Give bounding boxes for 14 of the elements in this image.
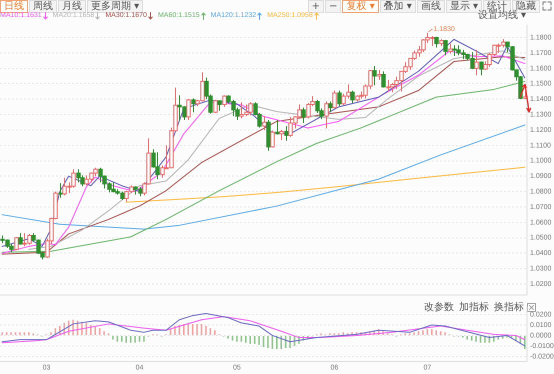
annotation: 换指标 — [493, 302, 525, 313]
text: 画线 — [416, 0, 445, 13]
annotation: 改参数 — [423, 302, 455, 313]
text: 叠加 ▾ — [380, 0, 416, 13]
text: 月线 — [58, 0, 86, 13]
text: 周线 — [29, 0, 57, 13]
text: − — [325, 0, 342, 13]
text: + — [308, 0, 324, 13]
text: 设置均线 ▾ — [476, 10, 526, 21]
text: 更多周期 ▾ — [87, 0, 144, 13]
annotation: 加指标 — [458, 302, 490, 313]
text: 复权 ▾ — [342, 0, 379, 13]
text: 显示 ▾ — [446, 0, 482, 13]
text: 日线 — [0, 0, 28, 13]
